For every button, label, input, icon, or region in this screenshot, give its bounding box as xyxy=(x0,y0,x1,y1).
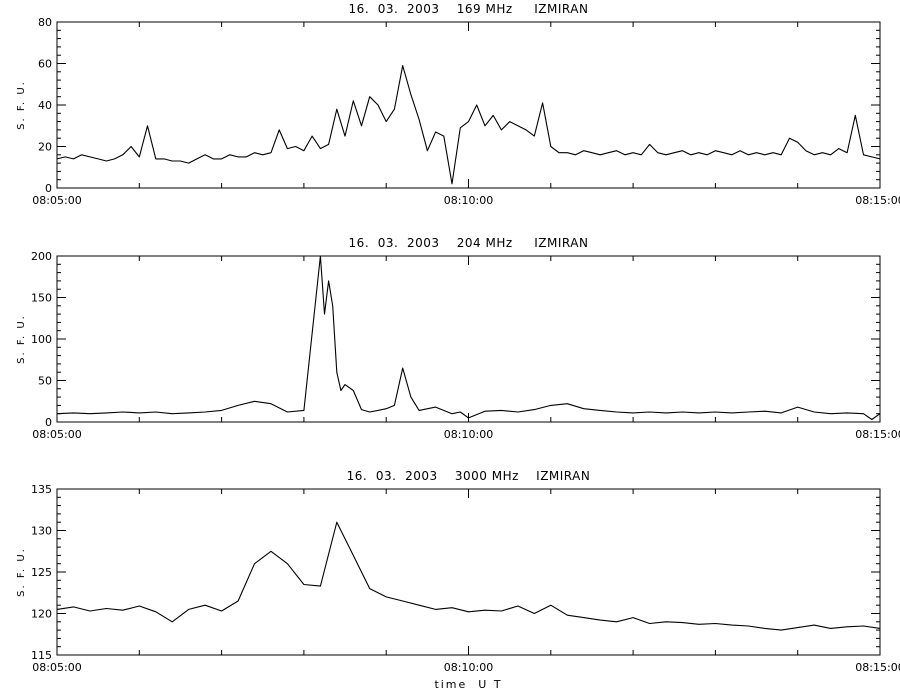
y-tick-label: 50 xyxy=(38,375,52,388)
chart-panel-1: 16. 03. 2003 169 MHz IZMIRAN S. F. U. 0 20 4… xyxy=(16,2,900,207)
y-tick-label: 125 xyxy=(31,566,52,579)
y-tick-label: 130 xyxy=(31,525,52,538)
y-tick-label: 0 xyxy=(45,416,52,429)
plot-frame xyxy=(56,488,881,656)
y-tick-label: 20 xyxy=(38,141,52,154)
x-tick-label: 08:05:00 xyxy=(32,428,81,441)
y-tick-label: 40 xyxy=(38,99,52,112)
y-tick-label: 200 xyxy=(31,250,52,263)
series-line xyxy=(56,65,881,185)
chart-title: 16. 03. 2003 3000 MHz IZMIRAN xyxy=(347,469,591,483)
y-tick-label: 150 xyxy=(31,292,52,305)
chart-panel-2: 16. 03. 2003 204 MHz IZMIRAN S. F. U. 0 50 1… xyxy=(16,236,900,441)
x-tick-label: 08:15:00 xyxy=(855,661,900,674)
plot-frame xyxy=(56,21,881,189)
x-tick-label: 08:05:00 xyxy=(32,194,81,207)
y-tick-label: 80 xyxy=(38,16,52,29)
y-tick-label: 100 xyxy=(31,333,52,346)
x-tick-label: 08:15:00 xyxy=(855,428,900,441)
y-tick-label: 120 xyxy=(31,608,52,621)
chart-title: 16. 03. 2003 169 MHz IZMIRAN xyxy=(349,2,589,16)
y-axis-label: S. F. U. xyxy=(16,314,27,364)
x-axis-label: time U T xyxy=(434,678,502,691)
y-tick-label: 135 xyxy=(31,483,52,496)
x-tick-label: 08:15:00 xyxy=(855,194,900,207)
chart-title: 16. 03. 2003 204 MHz IZMIRAN xyxy=(349,236,589,250)
y-axis-label: S. F. U. xyxy=(16,80,27,130)
y-tick-label: 60 xyxy=(38,58,52,71)
x-tick-label: 08:05:00 xyxy=(32,661,81,674)
series-line xyxy=(56,255,881,421)
x-tick-label: 08:10:00 xyxy=(444,428,493,441)
chart-panel-3: 16. 03. 2003 3000 MHz IZMIRAN S. F. U. 115… xyxy=(16,469,900,691)
y-axis-label: S. F. U. xyxy=(16,547,27,597)
plot-frame xyxy=(56,255,881,423)
x-tick-label: 08:10:00 xyxy=(444,194,493,207)
y-tick-label: 0 xyxy=(45,182,52,195)
x-tick-label: 08:10:00 xyxy=(444,661,493,674)
series-line xyxy=(56,521,881,631)
y-tick-label: 115 xyxy=(31,649,52,662)
